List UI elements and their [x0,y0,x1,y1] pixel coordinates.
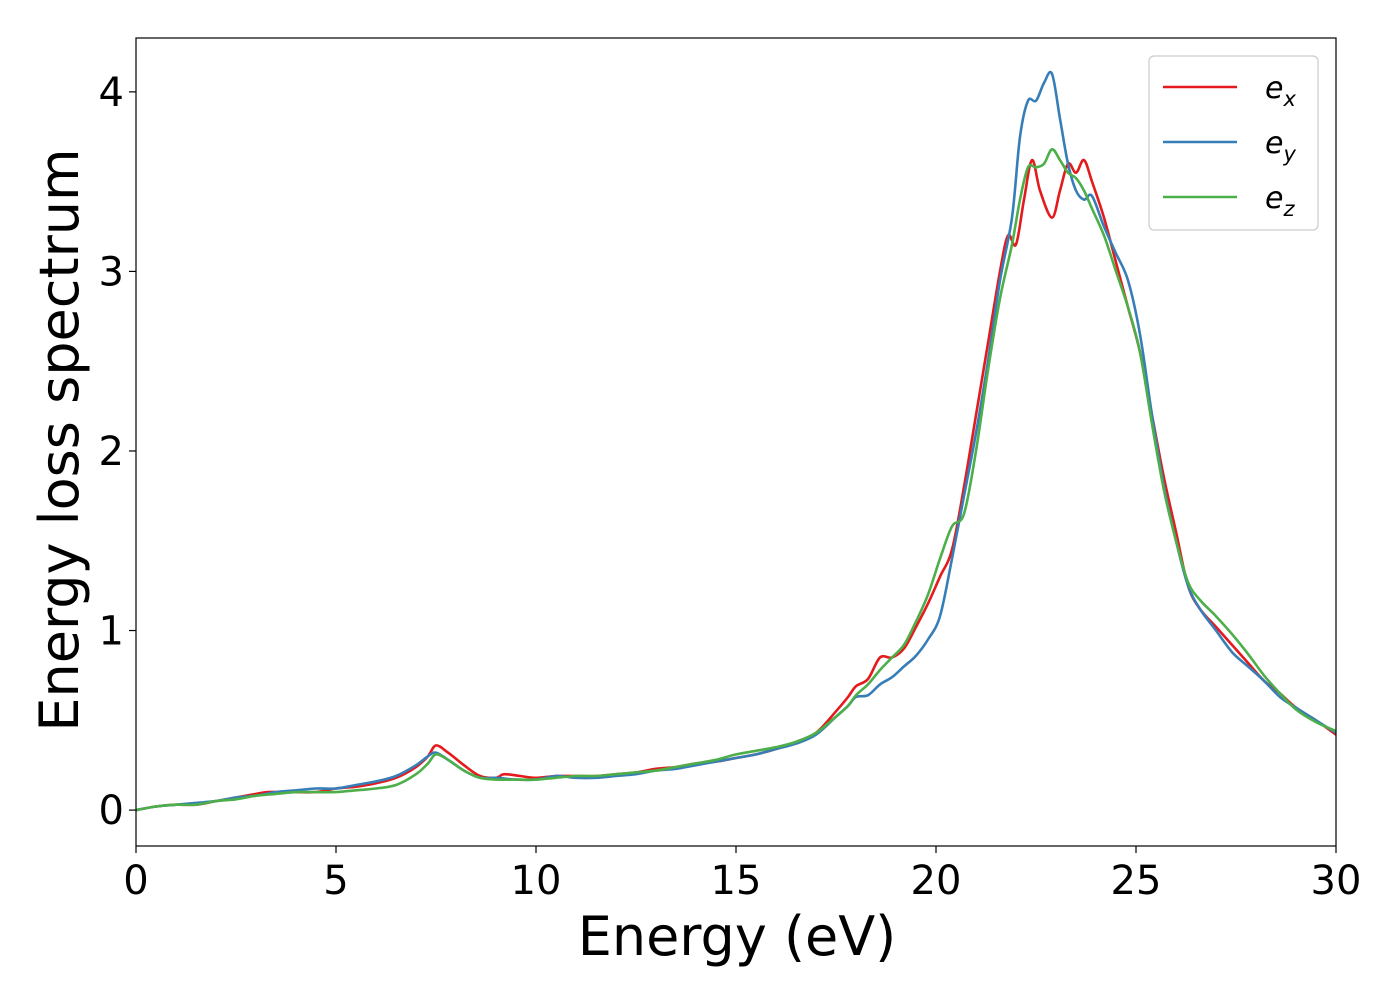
y-tick-label: 2 [99,429,124,475]
y-tick-label: 0 [99,788,124,834]
y-tick-label: 1 [99,609,124,655]
x-tick-label: 20 [911,858,962,904]
y-tick-label: 3 [99,249,124,295]
series-line-z [136,148,1336,812]
y-tick-label: 4 [99,70,124,116]
x-tick-label: 5 [323,858,348,904]
plot-area [136,70,1336,812]
x-tick-label: 30 [1311,858,1362,904]
x-tick-label: 15 [711,858,762,904]
x-tick-label: 25 [1111,858,1162,904]
series-line-x [136,158,1336,812]
legend: ex ey ez [1148,55,1319,231]
legend-label-y: ey [1265,126,1296,166]
x-axis-title: Energy (eV) [578,905,897,968]
x-tick-label: 0 [123,858,148,904]
axes: 0 5 10 15 20 25 30 0 1 2 3 4 [99,37,1362,904]
legend-label-z: ez [1265,181,1295,221]
legend-label-x: ex [1265,71,1296,111]
series-line-y [136,70,1336,812]
x-tick-label: 10 [511,858,562,904]
y-axis-title: Energy loss spectrum [28,148,91,731]
